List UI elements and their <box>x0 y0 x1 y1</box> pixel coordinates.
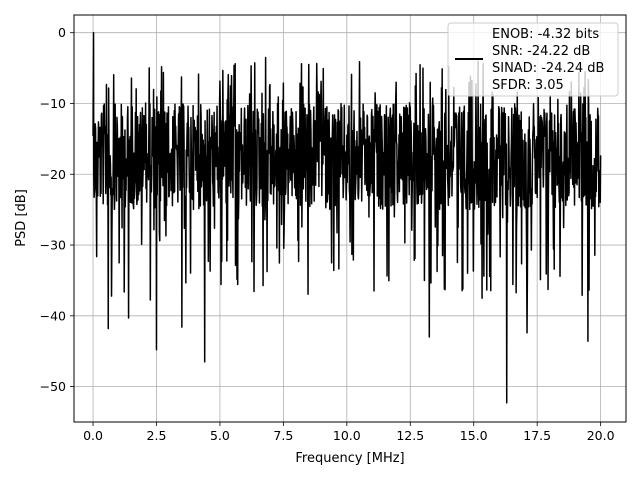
y-tick-label: 0 <box>58 25 66 40</box>
legend-snr: SNR: -24.22 dB <box>492 44 590 59</box>
legend-enob: ENOB: -4.32 bits <box>492 27 599 42</box>
y-tick-label: −30 <box>40 238 66 253</box>
psd-series <box>92 31 602 404</box>
x-tick-label: 2.5 <box>147 428 167 443</box>
x-tick-label: 20.0 <box>587 428 615 443</box>
x-tick-label: 7.5 <box>273 428 293 443</box>
y-tick-label: −50 <box>40 379 66 394</box>
y-ticks: 0 −10 −20 −30 −40 −50 <box>40 25 74 394</box>
x-tick-label: 10.0 <box>333 428 361 443</box>
x-tick-label: 5.0 <box>210 428 230 443</box>
legend: ENOB: -4.32 bits SNR: -24.22 dB SINAD: -… <box>447 22 619 97</box>
legend-sfdr: SFDR: 3.05 <box>492 78 564 93</box>
x-tick-label: 15.0 <box>460 428 488 443</box>
legend-sinad: SINAD: -24.24 dB <box>492 61 604 76</box>
x-tick-label: 0.0 <box>83 428 103 443</box>
plot-frame <box>73 14 627 423</box>
y-tick-label: −40 <box>40 308 66 323</box>
legend-box <box>447 22 619 97</box>
x-axis-label: Frequency [MHz] <box>295 451 404 466</box>
x-tick-label: 17.5 <box>523 428 551 443</box>
x-ticks: 0.0 2.5 5.0 7.5 10.0 12.5 15.0 17.5 20.0 <box>83 422 615 443</box>
y-tick-label: −10 <box>40 96 66 111</box>
y-axis-label: PSD [dB] <box>14 189 29 247</box>
psd-line <box>92 31 602 404</box>
x-tick-label: 12.5 <box>396 428 424 443</box>
y-tick-label: −20 <box>40 167 66 182</box>
